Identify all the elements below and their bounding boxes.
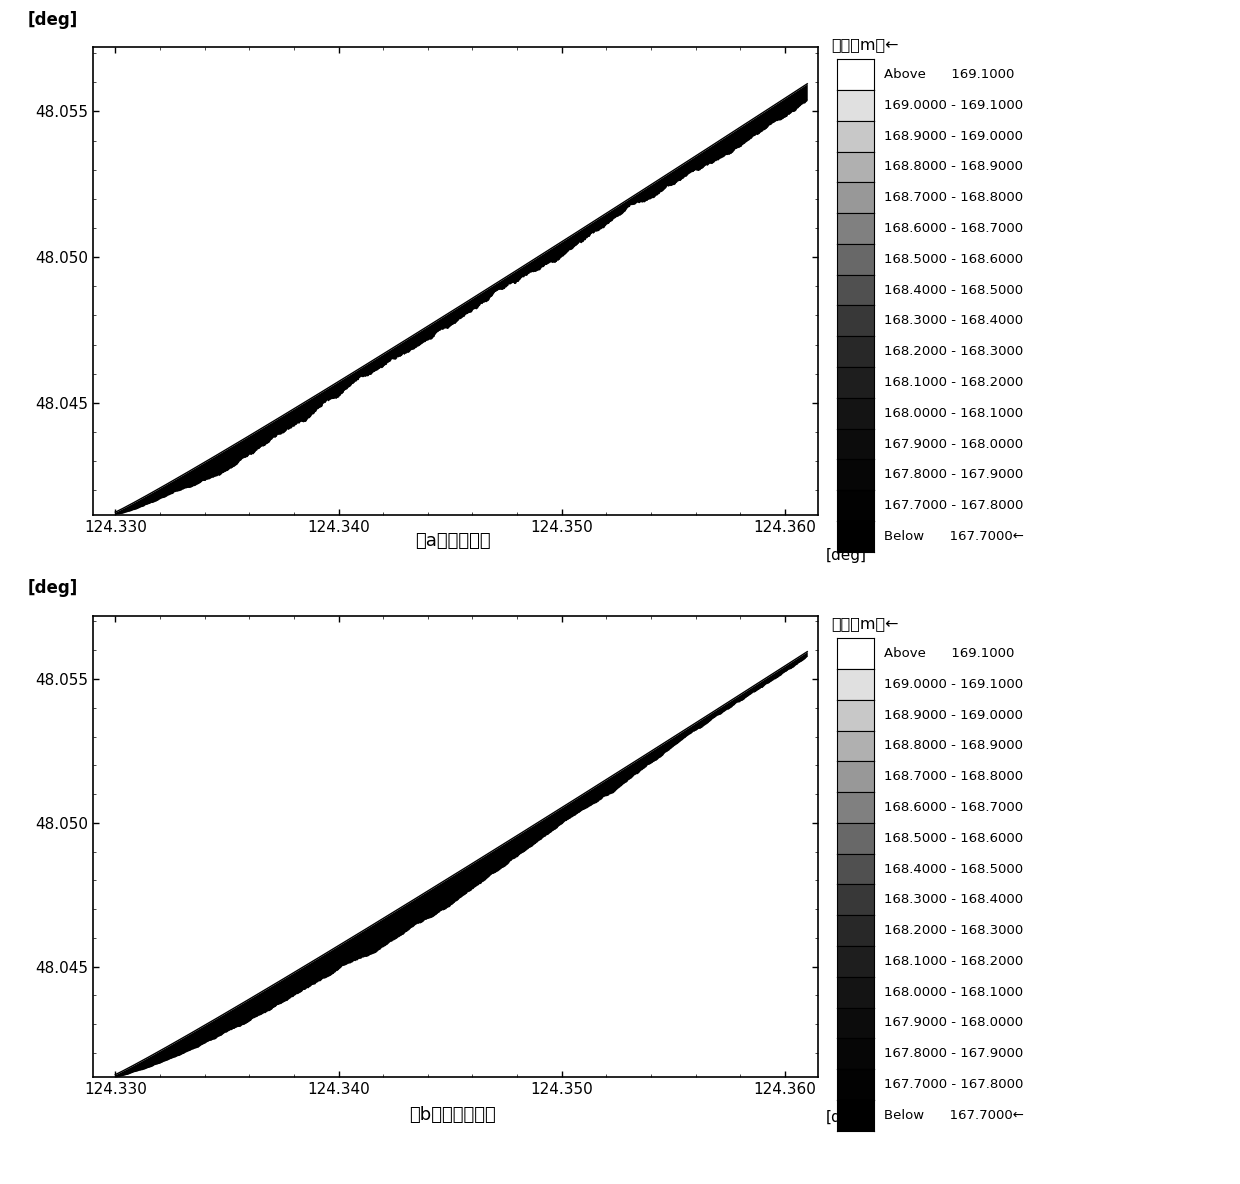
- Text: （a）无防浪林: （a）无防浪林: [415, 532, 490, 551]
- Text: [deg]: [deg]: [27, 579, 78, 597]
- Text: 167.7000 - 167.8000: 167.7000 - 167.8000: [884, 1079, 1023, 1090]
- Text: 167.8000 - 167.9000: 167.8000 - 167.9000: [884, 1048, 1023, 1060]
- Text: 169.0000 - 169.1000: 169.0000 - 169.1000: [884, 99, 1023, 111]
- Text: 167.8000 - 167.9000: 167.8000 - 167.9000: [884, 469, 1023, 481]
- Text: 168.6000 - 168.7000: 168.6000 - 168.7000: [884, 802, 1023, 813]
- Text: Above      169.1000: Above 169.1000: [884, 69, 1014, 81]
- Text: （b）设计防浪林: （b）设计防浪林: [409, 1106, 496, 1125]
- Text: 168.3000 - 168.4000: 168.3000 - 168.4000: [884, 315, 1023, 327]
- Text: 169.0000 - 169.1000: 169.0000 - 169.1000: [884, 678, 1023, 690]
- Text: 168.4000 - 168.5000: 168.4000 - 168.5000: [884, 863, 1023, 875]
- Text: 168.0000 - 168.1000: 168.0000 - 168.1000: [884, 986, 1023, 998]
- Text: [deg]: [deg]: [826, 1109, 867, 1125]
- Text: 167.9000 - 168.0000: 167.9000 - 168.0000: [884, 438, 1023, 450]
- Text: 水位（m）←: 水位（m）←: [831, 616, 898, 631]
- Text: Below      167.7000←: Below 167.7000←: [884, 1109, 1024, 1121]
- Text: 168.1000 - 168.2000: 168.1000 - 168.2000: [884, 955, 1023, 967]
- Text: 168.7000 - 168.8000: 168.7000 - 168.8000: [884, 771, 1023, 783]
- Text: 168.8000 - 168.9000: 168.8000 - 168.9000: [884, 740, 1023, 752]
- Text: 168.7000 - 168.8000: 168.7000 - 168.8000: [884, 192, 1023, 204]
- Text: 168.9000 - 169.0000: 168.9000 - 169.0000: [884, 130, 1023, 142]
- Text: 168.1000 - 168.2000: 168.1000 - 168.2000: [884, 377, 1023, 388]
- Text: 168.5000 - 168.6000: 168.5000 - 168.6000: [884, 253, 1023, 265]
- Text: 167.9000 - 168.0000: 167.9000 - 168.0000: [884, 1017, 1023, 1029]
- Text: 168.2000 - 168.3000: 168.2000 - 168.3000: [884, 925, 1023, 937]
- Text: 168.2000 - 168.3000: 168.2000 - 168.3000: [884, 346, 1023, 358]
- Text: 168.6000 - 168.7000: 168.6000 - 168.7000: [884, 223, 1023, 234]
- Text: [deg]: [deg]: [27, 11, 78, 28]
- Text: 168.4000 - 168.5000: 168.4000 - 168.5000: [884, 284, 1023, 296]
- Text: 168.3000 - 168.4000: 168.3000 - 168.4000: [884, 894, 1023, 906]
- Text: 168.5000 - 168.6000: 168.5000 - 168.6000: [884, 832, 1023, 844]
- Text: 168.8000 - 168.9000: 168.8000 - 168.9000: [884, 161, 1023, 173]
- Text: 167.7000 - 167.8000: 167.7000 - 167.8000: [884, 500, 1023, 511]
- Text: 168.0000 - 168.1000: 168.0000 - 168.1000: [884, 407, 1023, 419]
- Text: 168.9000 - 169.0000: 168.9000 - 169.0000: [884, 709, 1023, 721]
- Text: 水位（m）←: 水位（m）←: [831, 37, 898, 52]
- Text: Above      169.1000: Above 169.1000: [884, 648, 1014, 659]
- Text: [deg]: [deg]: [826, 548, 867, 562]
- Text: Below      167.7000←: Below 167.7000←: [884, 530, 1024, 542]
